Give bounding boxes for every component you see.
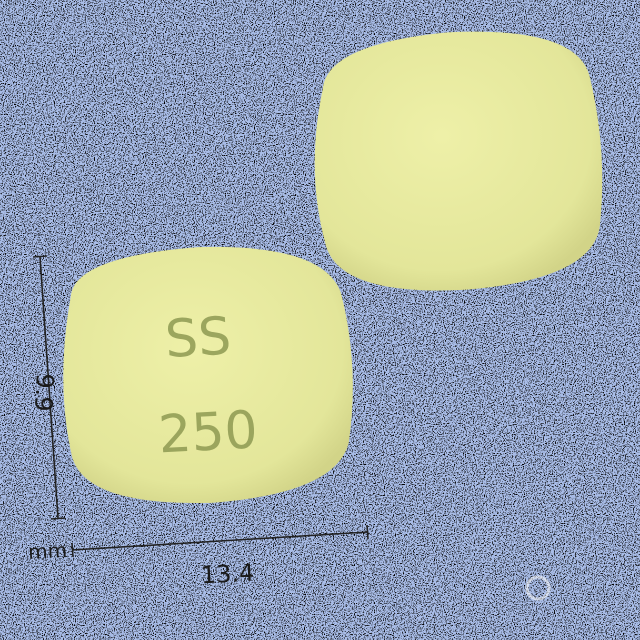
pill-back bbox=[314, 31, 603, 291]
pill-front: SS 250 bbox=[63, 246, 353, 504]
imprint-line: SS bbox=[164, 307, 233, 370]
height-ruler bbox=[32, 255, 66, 520]
pill-shape bbox=[63, 246, 353, 504]
height-label: 9.9 bbox=[29, 373, 59, 413]
watermark bbox=[525, 575, 551, 601]
unit-label: mm bbox=[28, 538, 68, 564]
width-label: 13.4 bbox=[200, 559, 255, 590]
pill-shape bbox=[314, 31, 603, 291]
imprint-line: 250 bbox=[157, 400, 259, 465]
width-ruler bbox=[71, 524, 369, 558]
